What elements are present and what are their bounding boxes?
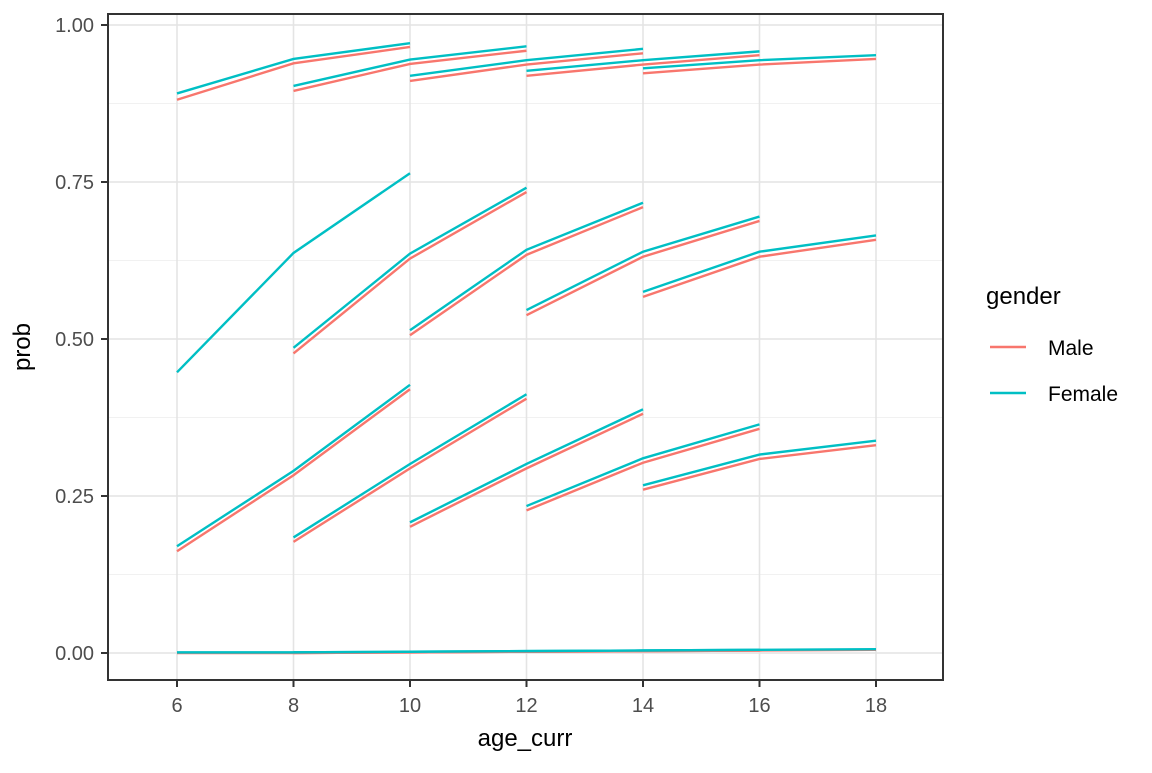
line-lower-cohort5-female [642, 439, 877, 487]
legend-item-male: Male [990, 337, 1094, 360]
legend-label-male: Male [1048, 337, 1094, 360]
line-middle-cohort4-male [525, 219, 760, 317]
line-top-cohort1-female [176, 42, 411, 95]
line-lower-cohort4-female [526, 423, 760, 508]
line-lower-cohort1-female [176, 383, 411, 548]
x-tick-label: 6 [171, 695, 182, 717]
line-lower-cohort1-male [176, 388, 411, 553]
line-middle-cohort5-female [642, 234, 877, 294]
y-tick-label: 1.00 [55, 15, 94, 37]
line-middle-cohort3-female [409, 201, 644, 332]
x-tick-label: 10 [399, 695, 421, 717]
line-top-cohort2-male [293, 49, 527, 93]
line-top-cohort4-female [526, 50, 760, 73]
line-top-cohort5-female [642, 53, 877, 70]
y-tick-label: 0.75 [55, 172, 94, 194]
line-top-cohort1-male [176, 45, 411, 101]
line-middle-cohort1-female [176, 172, 411, 374]
legend-item-female: Female [990, 383, 1118, 406]
x-tick-label: 8 [288, 695, 299, 717]
gridlines [108, 14, 943, 680]
x-axis-title: age_curr [478, 725, 573, 752]
y-tick-label: 0.00 [55, 643, 94, 665]
x-axis-ticks: 6 8 10 12 14 16 18 [171, 680, 887, 717]
line-lower-cohort5-male [642, 443, 877, 491]
line-top-cohort2-female [293, 45, 527, 88]
line-lower-cohort3-male [409, 412, 644, 528]
line-lower-cohort3-female [409, 408, 644, 524]
y-tick-label: 0.25 [55, 486, 94, 508]
line-top-cohort3-male [409, 52, 644, 83]
line-middle-cohort2-male [292, 191, 528, 355]
x-tick-label: 18 [865, 695, 887, 717]
panel-background [108, 14, 943, 680]
legend: gender Male Female [986, 283, 1118, 406]
line-lower-cohort4-male [526, 427, 760, 512]
y-tick-label: 0.50 [55, 329, 94, 351]
line-middle-cohort3-male [409, 206, 644, 337]
x-tick-label: 14 [632, 695, 654, 717]
legend-label-female: Female [1048, 383, 1118, 406]
line-top-cohort5-male [642, 57, 877, 75]
legend-title: gender [986, 283, 1061, 310]
y-axis-title: prob [9, 323, 36, 371]
line-lower-cohort2-female [292, 393, 528, 539]
series-lines [176, 42, 877, 655]
line-bottom-cohort5-female [642, 648, 877, 652]
x-tick-label: 16 [748, 695, 770, 717]
line-middle-cohort2-female [292, 186, 528, 349]
line-middle-cohort4-female [525, 215, 760, 312]
x-tick-label: 12 [515, 695, 537, 717]
y-axis-ticks: 0.00 0.25 0.50 0.75 1.00 [55, 15, 108, 665]
line-lower-cohort2-male [292, 397, 528, 543]
line-top-cohort4-male [526, 53, 760, 78]
line-middle-cohort5-male [642, 238, 877, 299]
line-top-cohort3-female [409, 47, 644, 78]
